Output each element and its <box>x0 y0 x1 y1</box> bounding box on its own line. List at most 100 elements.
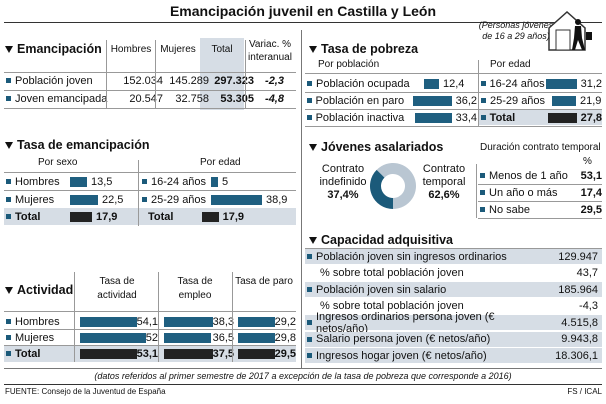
capacidad-row: Ingresos ordinarios persona joven (€ net… <box>305 311 602 335</box>
footnote: (datos referidos al primer semestre de 2… <box>94 371 512 381</box>
bullet-icon <box>481 81 486 86</box>
emancipacion-row: Joven emancipada 20.547 32.758 53.305 -4… <box>4 91 296 106</box>
por-poblacion-label: Por población <box>318 59 380 70</box>
tasa-total-row: Total 17,9 <box>4 209 296 224</box>
header-empleo: Tasa de empleo <box>177 276 213 301</box>
bullet-icon <box>142 179 147 184</box>
person-leaving-house-icon <box>548 10 592 51</box>
header-total: Total <box>211 44 233 55</box>
bullet-icon <box>6 197 11 202</box>
pobreza-poblacion-row: Población ocupada 12,4 <box>305 76 477 91</box>
age-note: (Personas jóvenes de 16 a 29 años) <box>478 20 554 41</box>
header-actividad: Tasa de actividad <box>97 276 137 301</box>
triangle-icon <box>5 141 13 149</box>
asalariados-title: Jóvenes asalariados <box>309 140 443 154</box>
bullet-icon <box>6 96 11 101</box>
pct-header: % <box>583 156 592 167</box>
capacidad-row: Población joven sin ingresos ordinarios 1… <box>305 249 602 264</box>
pobreza-poblacion-row: Población en paro 36,2 <box>305 93 477 108</box>
actividad-row: Mujeres 52 36,5 29,8 <box>4 330 296 345</box>
bullet-icon <box>481 98 486 103</box>
page-title: Emancipación juvenil en Castilla y León <box>169 3 437 19</box>
credit: FS / ICAL <box>567 387 602 396</box>
bar <box>238 332 275 343</box>
capacidad-row: % sobre total población joven 43,7 <box>320 267 598 279</box>
bar <box>211 176 218 187</box>
bullet-icon <box>307 320 312 325</box>
bullet-icon <box>6 335 11 340</box>
bullet-icon <box>307 98 312 103</box>
bullet-icon <box>6 179 11 184</box>
bar <box>80 348 137 359</box>
duracion-row: Un año o más 17,4 <box>478 185 602 200</box>
bar <box>70 211 92 222</box>
bullet-icon <box>480 190 485 195</box>
bar <box>547 112 577 123</box>
bar <box>552 95 576 106</box>
bullet-icon <box>142 197 147 202</box>
bar <box>211 194 262 205</box>
emancipacion-title: Emancipación <box>5 42 102 56</box>
bullet-icon <box>480 173 485 178</box>
bar <box>424 78 439 89</box>
donut-slice-temporal <box>376 163 416 209</box>
tasa-edad-row: 25-29 años 38,9 <box>140 192 296 207</box>
actividad-row: Hombres 54,1 38,3 29,2 <box>4 314 296 329</box>
header-paro: Tasa de paro <box>235 276 293 287</box>
pobreza-edad-row: Total 27,8 <box>479 110 602 125</box>
tasa-emancipacion-title: Tasa de emancipación <box>5 138 149 152</box>
pobreza-poblacion-row: Población inactiva 33,4 <box>305 110 477 125</box>
capacidad-row: Ingresos hogar joven (€ netos/año) 18.306… <box>305 348 602 363</box>
temporal-label: Contrato temporal 62,6% <box>422 163 466 201</box>
bullet-icon <box>6 351 11 356</box>
tasa-sexo-row: Hombres 13,5 <box>4 174 138 189</box>
bullet-icon <box>307 81 312 86</box>
bar <box>412 95 452 106</box>
tasa-pobreza-title: Tasa de pobreza <box>309 42 418 56</box>
bullet-icon <box>6 214 11 219</box>
actividad-title: Actividad <box>5 283 73 297</box>
bullet-icon <box>6 319 11 324</box>
triangle-icon <box>309 143 317 151</box>
bullet-icon <box>480 207 485 212</box>
bar <box>80 332 146 343</box>
tasa-total-row-right: Total 17,9 <box>148 210 244 223</box>
por-sexo-label: Por sexo <box>38 157 78 168</box>
bar <box>164 348 213 359</box>
bar <box>164 316 213 327</box>
bullet-icon <box>307 336 312 342</box>
bar <box>414 112 452 123</box>
capacidad-title: Capacidad adquisitiva <box>309 233 453 247</box>
capacidad-row: % sobre total población joven -4,3 <box>320 300 598 312</box>
capacidad-row: Población joven sin salario 185.964 <box>305 282 602 297</box>
contract-donut-chart <box>370 163 416 209</box>
header-hombres: Hombres <box>110 44 152 55</box>
indefinido-label: Contrato indefinido 37,4% <box>319 163 367 201</box>
total-column-shade <box>200 38 244 110</box>
pobreza-edad-row: 25-29 años 21,9 <box>479 93 602 108</box>
source: FUENTE: Consejo de la Juventud de España <box>5 387 166 396</box>
bullet-icon <box>481 115 486 120</box>
triangle-icon <box>5 45 13 53</box>
duracion-row: Menos de 1 año 53,1 <box>478 168 602 183</box>
por-edad-label: Por edad <box>200 157 241 168</box>
bar <box>70 176 87 187</box>
bar <box>70 194 98 205</box>
bullet-icon <box>307 254 312 259</box>
donut-slice-indefinido <box>370 169 393 209</box>
bar <box>238 316 275 327</box>
triangle-icon <box>5 286 13 294</box>
bar <box>545 78 577 89</box>
duracion-row: No sabe 29,5 <box>478 202 602 217</box>
por-edad-label: Por edad <box>490 59 531 70</box>
pobreza-edad-row: 16-24 años 31,2 <box>479 76 602 91</box>
capacidad-row: Salario persona joven (€ netos/año) 9.943… <box>305 331 602 347</box>
bullet-icon <box>307 353 312 358</box>
bar <box>202 211 219 222</box>
triangle-icon <box>309 45 317 53</box>
header-mujeres: Mujeres <box>160 44 196 55</box>
bar <box>164 332 211 343</box>
header-variac: Variac. % interanual <box>248 39 292 63</box>
triangle-icon <box>309 236 317 244</box>
duracion-title: Duración contrato temporal <box>480 142 601 153</box>
